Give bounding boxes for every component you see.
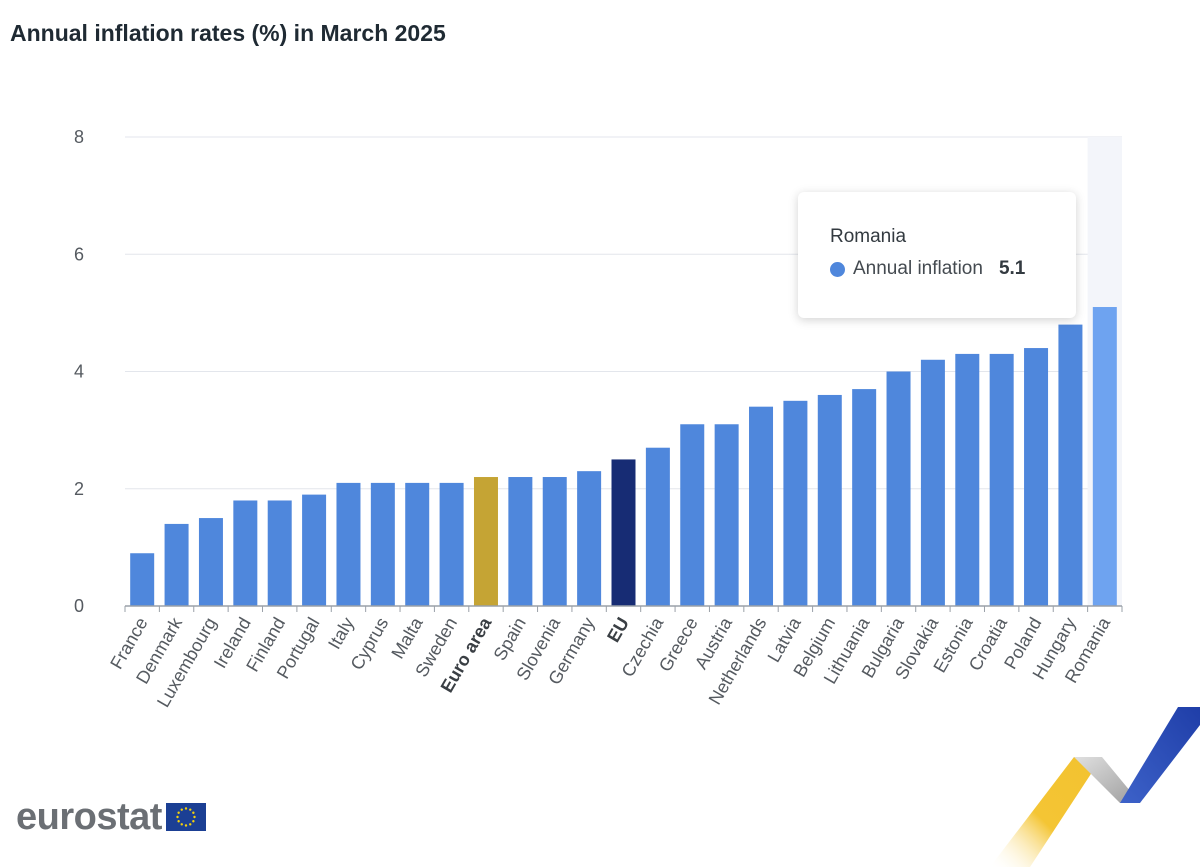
x-tick-label: EU bbox=[603, 614, 633, 646]
bar-slovenia[interactable] bbox=[542, 477, 567, 606]
chart-title: Annual inflation rates (%) in March 2025 bbox=[10, 20, 446, 46]
series-dot-icon bbox=[830, 261, 845, 277]
y-tick-label: 2 bbox=[74, 479, 84, 499]
bar-luxembourg[interactable] bbox=[198, 518, 223, 606]
bar-portugal[interactable] bbox=[302, 494, 327, 606]
bar-latvia[interactable] bbox=[783, 400, 808, 606]
bar-austria[interactable] bbox=[714, 424, 739, 606]
bar-czechia[interactable] bbox=[645, 447, 670, 606]
bar-layer bbox=[130, 307, 1117, 606]
eu-flag-icon bbox=[165, 803, 206, 831]
bar-lithuania[interactable] bbox=[852, 389, 877, 606]
x-tick-labels: FranceDenmarkLuxembourgIrelandFinlandPor… bbox=[106, 613, 1114, 711]
bar-finland[interactable] bbox=[267, 500, 292, 606]
tooltip-row: Annual inflation 5.1 bbox=[830, 258, 1076, 280]
bar-slovakia[interactable] bbox=[920, 359, 945, 606]
bar-spain[interactable] bbox=[508, 477, 533, 606]
chart-tooltip: Romania Annual inflation 5.1 bbox=[798, 192, 1076, 318]
bar-romania[interactable] bbox=[1092, 307, 1117, 606]
bar-estonia[interactable] bbox=[955, 353, 980, 606]
tooltip-value: 5.1 bbox=[998, 258, 1026, 279]
bar-belgium[interactable] bbox=[817, 394, 842, 606]
axis-layer bbox=[124, 605, 1123, 612]
bar-germany[interactable] bbox=[577, 471, 602, 606]
bar-denmark[interactable] bbox=[164, 523, 189, 606]
tooltip-title: Romania bbox=[830, 226, 907, 247]
eurostat-logo: eurostat bbox=[16, 798, 206, 836]
bar-malta[interactable] bbox=[405, 482, 430, 606]
bar-greece[interactable] bbox=[680, 424, 705, 606]
bar-hungary[interactable] bbox=[1058, 324, 1083, 606]
x-tick-label: Italy bbox=[324, 614, 358, 653]
bar-ireland[interactable] bbox=[233, 500, 258, 606]
y-tick-label: 4 bbox=[74, 362, 84, 382]
y-tick-label: 8 bbox=[74, 127, 84, 147]
tooltip-series-name: Annual inflation bbox=[853, 258, 983, 279]
bar-netherlands[interactable] bbox=[749, 406, 774, 606]
bar-italy[interactable] bbox=[336, 482, 361, 606]
bar-france[interactable] bbox=[130, 553, 155, 606]
y-tick-label: 0 bbox=[74, 596, 84, 616]
y-tick-labels: 0 2 4 6 8 bbox=[74, 127, 84, 616]
bar-croatia[interactable] bbox=[989, 353, 1014, 606]
bar-eu[interactable] bbox=[611, 459, 636, 606]
bar-euro-area[interactable] bbox=[473, 477, 498, 606]
y-tick-label: 6 bbox=[74, 244, 84, 264]
bar-poland[interactable] bbox=[1024, 348, 1049, 606]
ribbon-decoration-icon bbox=[990, 707, 1200, 867]
bar-sweden[interactable] bbox=[439, 482, 464, 606]
bar-bulgaria[interactable] bbox=[886, 371, 911, 607]
bar-cyprus[interactable] bbox=[370, 482, 395, 606]
eurostat-wordmark: eurostat bbox=[16, 796, 162, 838]
